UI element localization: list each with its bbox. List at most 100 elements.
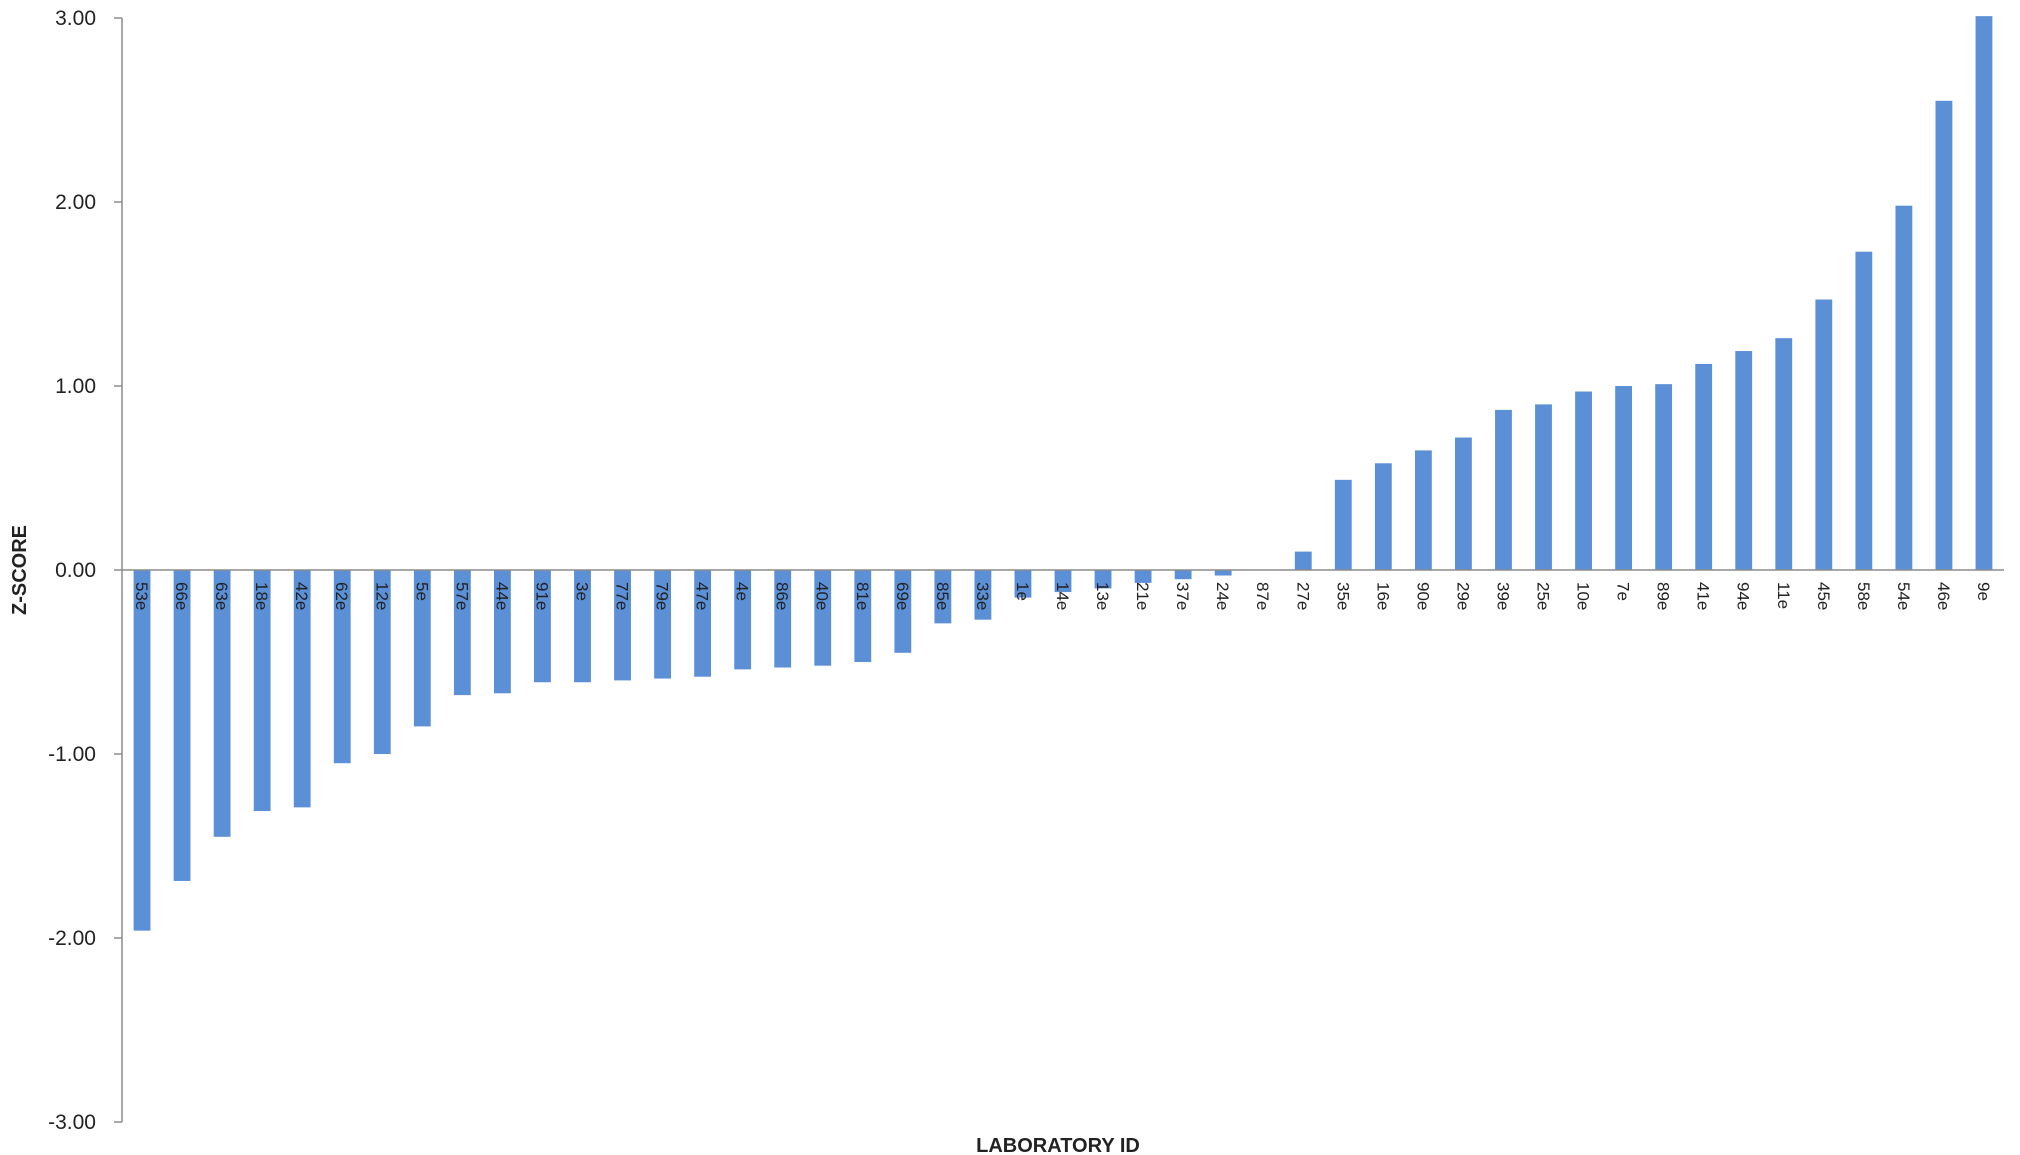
- y-tick-label: -3.00: [48, 1111, 96, 1134]
- category-label-53e: 53e: [132, 582, 151, 610]
- category-label-18e: 18e: [252, 582, 271, 610]
- bar-11e: [1775, 338, 1793, 570]
- bar-66e: [173, 570, 191, 881]
- category-label-79e: 79e: [653, 582, 672, 610]
- bar-41e: [1695, 363, 1713, 570]
- category-label-11e: 11e: [1774, 582, 1793, 609]
- bar-42e: [293, 570, 311, 808]
- bar-79e: [654, 570, 671, 679]
- bar-89e: [1655, 384, 1673, 570]
- category-label-58e: 58e: [1854, 582, 1873, 610]
- bar-47e: [694, 570, 712, 677]
- bar-21e: [1134, 570, 1152, 583]
- category-label-46e: 46e: [1934, 582, 1953, 610]
- category-label-94e: 94e: [1734, 582, 1753, 610]
- category-label-4e: 4e: [733, 582, 752, 601]
- bar-3e: [574, 570, 591, 683]
- y-tick-label: -2.00: [48, 927, 96, 950]
- category-label-57e: 57e: [452, 582, 471, 610]
- bars-layer: [133, 16, 1993, 931]
- bar-94e: [1735, 351, 1753, 570]
- category-label-33e: 33e: [973, 582, 992, 610]
- category-label-81e: 81e: [853, 582, 872, 610]
- category-label-39e: 39e: [1493, 582, 1512, 610]
- category-label-54e: 54e: [1894, 582, 1913, 610]
- bar-37e: [1174, 570, 1192, 580]
- bar-57e: [453, 570, 471, 696]
- bar-29e: [1455, 437, 1472, 570]
- category-label-35e: 35e: [1333, 582, 1352, 610]
- category-label-24e: 24e: [1213, 582, 1232, 610]
- category-label-85e: 85e: [933, 582, 952, 610]
- category-label-1e: 1e: [1013, 582, 1032, 601]
- bar-40e: [814, 570, 832, 666]
- category-labels-layer: 53e 66e 63e 18e 42e 62e 12e 5e 57e 44e 91e 3e 77e 79e…: [132, 582, 1993, 610]
- bar-12e: [373, 570, 391, 754]
- category-label-41e: 41e: [1694, 582, 1713, 610]
- x-axis-title: LABORATORY ID: [976, 1135, 1140, 1155]
- category-label-27e: 27e: [1293, 582, 1312, 610]
- bar-7e: [1615, 386, 1633, 570]
- bar-13e: [1094, 570, 1112, 589]
- category-label-29e: 29e: [1453, 582, 1472, 610]
- y-tick-label: 2.00: [55, 191, 96, 214]
- bar-33e: [974, 570, 992, 620]
- category-label-12e: 12e: [372, 582, 391, 610]
- bar-90e: [1414, 450, 1432, 570]
- bar-10e: [1575, 391, 1592, 570]
- bar-81e: [854, 570, 872, 662]
- bar-91e: [534, 570, 551, 683]
- category-label-25e: 25e: [1534, 582, 1553, 610]
- bar-85e: [934, 570, 952, 624]
- category-label-9e: 9e: [1974, 582, 1993, 601]
- bar-4e: [734, 570, 752, 670]
- category-label-21e: 21e: [1133, 582, 1152, 610]
- category-label-7e: 7e: [1614, 582, 1633, 601]
- bar-46e: [1935, 100, 1953, 571]
- bar-24e: [1214, 570, 1232, 576]
- category-label-77e: 77e: [613, 582, 632, 610]
- category-label-13e: 13e: [1093, 582, 1112, 610]
- y-tick-label: 3.00: [55, 7, 96, 30]
- bar-63e: [213, 570, 231, 837]
- bar-9e: [1975, 16, 1993, 571]
- category-label-63e: 63e: [212, 582, 231, 610]
- bar-44e: [493, 570, 511, 694]
- category-label-16e: 16e: [1373, 582, 1392, 610]
- y-axis-title: Z-SCORE: [9, 525, 31, 615]
- y-tick-label: 1.00: [55, 375, 96, 398]
- bar-35e: [1334, 479, 1352, 570]
- category-label-90e: 90e: [1413, 582, 1432, 610]
- bar-77e: [614, 570, 631, 681]
- category-label-44e: 44e: [492, 582, 511, 610]
- category-label-87e: 87e: [1253, 582, 1272, 610]
- category-label-10e: 10e: [1574, 582, 1593, 610]
- bar-45e: [1815, 299, 1833, 570]
- category-label-86e: 86e: [773, 582, 792, 610]
- bar-18e: [253, 570, 271, 812]
- category-label-66e: 66e: [172, 582, 191, 610]
- bar-25e: [1535, 404, 1552, 570]
- category-label-14e: 14e: [1053, 582, 1072, 610]
- category-label-47e: 47e: [693, 582, 712, 610]
- y-tick-label: -1.00: [48, 743, 96, 766]
- bar-27e: [1294, 551, 1312, 570]
- bar-5e: [413, 570, 431, 727]
- bar-53e: [133, 570, 151, 931]
- category-label-40e: 40e: [813, 582, 832, 610]
- bar-39e: [1495, 409, 1512, 570]
- category-label-45e: 45e: [1814, 582, 1833, 610]
- category-label-37e: 37e: [1173, 582, 1192, 610]
- category-label-91e: 91e: [532, 582, 551, 610]
- category-label-3e: 3e: [572, 582, 591, 601]
- bar-69e: [894, 570, 912, 653]
- y-ticks-layer: 3.00 2.00 1.00 0.00 -1.00 -2.00 -3.00: [48, 7, 122, 1134]
- category-label-69e: 69e: [893, 582, 912, 610]
- bar-1e: [1014, 570, 1032, 598]
- bar-62e: [333, 570, 351, 764]
- bar-14e: [1054, 570, 1072, 593]
- y-tick-label: 0.00: [55, 559, 96, 582]
- category-label-42e: 42e: [292, 582, 311, 610]
